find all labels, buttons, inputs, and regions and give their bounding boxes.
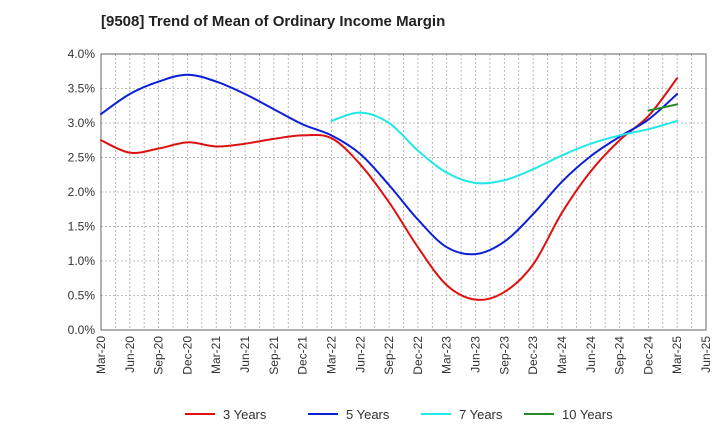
- x-tick-label: Jun-20: [123, 336, 137, 373]
- x-tick-label: Mar-25: [670, 336, 684, 374]
- grid-lines: [101, 54, 706, 330]
- y-tick-label: 2.0%: [68, 185, 96, 199]
- y-tick-label: 1.0%: [68, 254, 96, 268]
- legend-label-5-years: 5 Years: [346, 407, 390, 422]
- x-tick-label: Dec-20: [180, 336, 194, 375]
- x-tick-label: Sep-22: [382, 336, 396, 375]
- y-tick-label: 4.0%: [68, 47, 96, 61]
- x-tick-label: Mar-22: [324, 336, 338, 374]
- x-tick-label: Jun-24: [584, 336, 598, 373]
- x-axis: Mar-20 Jun-20 Sep-20 Dec-20 Mar-21 Jun-21 Sep-…: [94, 336, 713, 375]
- chart-title: [9508] Trend of Mean of Ordinary Income …: [101, 13, 446, 30]
- x-tick-label: Mar-23: [440, 336, 454, 374]
- x-tick-label: Jun-25: [699, 336, 713, 373]
- x-tick-label: Mar-24: [555, 336, 569, 374]
- legend: 3 Years 5 Years 7 Years 10 Years: [185, 407, 613, 422]
- y-tick-label: 2.5%: [68, 151, 96, 165]
- x-tick-label: Mar-21: [209, 336, 223, 374]
- x-tick-label: Jun-22: [353, 336, 367, 373]
- plot-border: [100, 53, 707, 331]
- x-tick-label: Jun-21: [238, 336, 252, 373]
- series-line-3-years: [100, 77, 679, 301]
- legend-label-10-years: 10 Years: [562, 407, 613, 422]
- legend-label-7-years: 7 Years: [459, 407, 503, 422]
- x-tick-label: Sep-20: [152, 336, 166, 375]
- series-group: [100, 73, 679, 301]
- y-tick-label: 0.5%: [68, 289, 96, 303]
- x-tick-label: Dec-23: [526, 336, 540, 375]
- x-tick-label: Jun-23: [469, 336, 483, 373]
- x-tick-label: Dec-24: [641, 336, 655, 375]
- x-tick-label: Dec-21: [296, 336, 310, 375]
- series-line-10-years: [647, 103, 679, 112]
- y-tick-label: 0.0%: [68, 323, 96, 337]
- x-tick-label: Mar-20: [94, 336, 108, 374]
- x-tick-label: Sep-23: [497, 336, 511, 375]
- legend-label-3-years: 3 Years: [223, 407, 267, 422]
- series-line-5-years: [100, 73, 679, 256]
- series-line-7-years: [330, 111, 679, 185]
- y-tick-label: 3.0%: [68, 116, 96, 130]
- y-tick-label: 1.5%: [68, 220, 96, 234]
- x-tick-label: Sep-24: [613, 336, 627, 375]
- x-tick-label: Dec-22: [411, 336, 425, 375]
- y-axis: 0.0% 0.5% 1.0% 1.5% 2.0% 2.5% 3.0% 3.5% 4.0%: [68, 47, 96, 337]
- x-tick-label: Sep-21: [267, 336, 281, 375]
- y-tick-label: 3.5%: [68, 82, 96, 96]
